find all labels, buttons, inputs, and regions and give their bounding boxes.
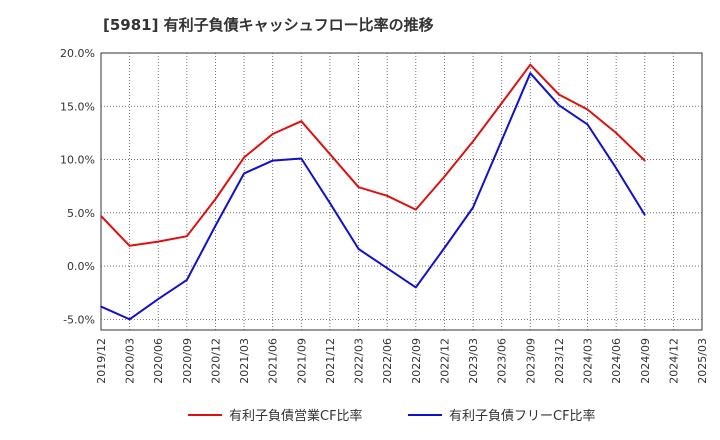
x-tick-label: 2021/09 [295, 338, 308, 384]
data-point [415, 208, 417, 211]
series-layer [100, 63, 646, 321]
data-point [329, 202, 331, 205]
data-point [386, 194, 388, 197]
data-point [157, 298, 160, 300]
data-point [100, 215, 102, 217]
x-tick-label: 2021/12 [324, 338, 337, 384]
legend: 有利子負債営業CF比率 有利子負債フリーCF比率 [188, 408, 596, 424]
legend-label-2: 有利子負債フリーCF比率 [449, 408, 596, 424]
data-point [386, 267, 388, 270]
data-point [357, 248, 360, 250]
x-tick-label: 2022/09 [410, 338, 423, 384]
data-point [443, 175, 446, 178]
x-tick-label: 2023/03 [467, 338, 480, 384]
legend-label-1: 有利子負債営業CF比率 [229, 408, 363, 424]
y-tick-label: 15.0% [60, 100, 95, 113]
x-tick-label: 2022/12 [438, 338, 451, 384]
x-tick-label: 2024/09 [639, 338, 652, 384]
x-tick-label: 2019/12 [95, 338, 108, 384]
data-point [643, 159, 646, 162]
data-point [643, 214, 646, 216]
data-point [300, 157, 303, 160]
data-point [415, 286, 417, 289]
data-point [186, 279, 188, 281]
data-point [357, 186, 360, 189]
grid-layer [100, 52, 703, 331]
x-tick-label: 2020/06 [152, 338, 165, 384]
chart-title: [5981] 有利子負債キャッシュフロー比率の推移 [103, 16, 434, 34]
x-tick-label: 2023/06 [496, 338, 509, 384]
data-point [300, 120, 303, 122]
data-point [500, 139, 503, 142]
data-point [529, 72, 532, 75]
x-tick-label: 2022/06 [381, 338, 394, 384]
data-point [271, 133, 274, 135]
data-point [615, 132, 617, 134]
series-line-2 [100, 72, 646, 321]
plot-frame [100, 52, 703, 331]
x-tick-label: 2022/03 [353, 338, 366, 384]
y-tick-label: -5.0% [63, 313, 95, 326]
x-tick-label: 2025/03 [696, 338, 709, 384]
x-tick-label: 2020/09 [181, 338, 194, 384]
data-point [243, 172, 245, 175]
data-point [558, 104, 560, 107]
data-point [472, 140, 474, 143]
x-tick-label: 2021/03 [238, 338, 251, 384]
data-point [472, 206, 474, 209]
data-point [615, 167, 617, 169]
data-point [157, 240, 160, 243]
data-point [214, 224, 217, 227]
x-tick-label: 2021/06 [267, 338, 280, 384]
x-tick-label: 2023/12 [553, 338, 566, 384]
x-tick-label: 2023/09 [524, 338, 537, 384]
data-point [586, 123, 589, 126]
data-point [586, 108, 589, 111]
data-point [243, 156, 245, 159]
data-point [186, 235, 188, 238]
data-point [271, 159, 274, 162]
x-tick-label: 2020/03 [124, 338, 137, 384]
data-point [100, 305, 102, 308]
x-tick-label: 2020/12 [209, 338, 222, 384]
data-point [443, 247, 446, 249]
data-point [329, 153, 331, 156]
x-tick-label: 2024/03 [582, 338, 595, 384]
y-tick-label: 5.0% [67, 207, 95, 220]
y-tick-label: 0.0% [67, 260, 95, 273]
y-tick-label: 20.0% [60, 47, 95, 60]
x-tick-label: 2024/12 [667, 338, 680, 384]
data-point [128, 245, 131, 247]
series-line-1 [100, 63, 646, 247]
data-point [558, 93, 560, 96]
data-point [214, 198, 217, 200]
axis-layer: -5.0% 0.0% 5.0% 10.0% 15.0% 20.0% 2019/12 2020/… [60, 47, 709, 384]
data-point [529, 63, 532, 66]
y-tick-label: 10.0% [60, 154, 95, 167]
data-point [500, 102, 503, 104]
data-point [128, 318, 131, 321]
x-tick-label: 2024/06 [610, 338, 623, 384]
